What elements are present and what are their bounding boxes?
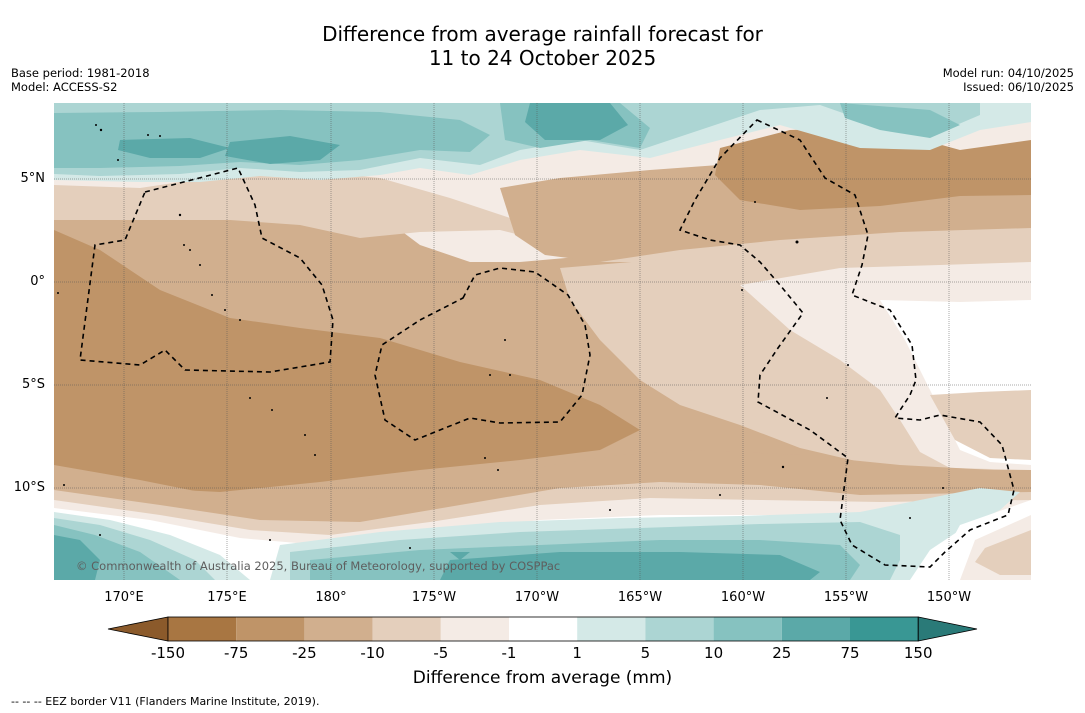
copyright-notice: © Commonwealth of Australia 2025, Bureau…: [76, 559, 561, 573]
field-north-wet-6: [118, 138, 230, 158]
y-tick-label: 0°: [30, 274, 45, 289]
colorbar-tick-label: -5: [433, 644, 449, 662]
colorbar-swatch: [509, 617, 578, 641]
issued-date: Issued: 06/10/2025: [963, 80, 1074, 94]
meta-right: Model run: 04/10/2025 Issued: 06/10/2025: [943, 66, 1074, 94]
colorbar-swatch: [850, 617, 919, 641]
y-tick-label: 5°N: [20, 171, 46, 186]
colorbar-tick-label: 1: [572, 644, 582, 662]
colorbar-swatch: [372, 617, 441, 641]
y-tick-label: 5°S: [21, 377, 45, 392]
field-dry-core: [54, 230, 640, 492]
eez-borders: [79, 119, 1015, 568]
field-north-wet-5: [840, 103, 960, 138]
x-tick-label: 150°W: [926, 590, 972, 605]
eez-footnote: -- -- -- EEZ border V11 (Flanders Marine…: [11, 695, 320, 708]
field-north-wet-7: [225, 136, 340, 164]
colorbar-swatch: [304, 617, 373, 641]
colorbar-arrow-high: [917, 616, 978, 642]
meta-left: Base period: 1981-2018 Model: ACCESS-S2: [11, 66, 150, 94]
field-south-wet-9: [450, 552, 470, 560]
colorbar-arrow-low: [107, 616, 169, 642]
y-tick-label: 10°S: [13, 480, 45, 495]
x-tick-label: 160°W: [720, 590, 766, 605]
colorbar-tick-label: -75: [223, 644, 249, 662]
field-south-wet-8: [440, 552, 820, 580]
colorbar: [107, 616, 978, 642]
field-north-wet-8: [525, 103, 628, 140]
x-tick-label: 170°W: [514, 590, 560, 605]
x-tick-label: 180°: [315, 590, 347, 605]
colorbar-swatch: [440, 617, 509, 641]
colorbar-tick-label: 75: [840, 644, 860, 662]
field-light-southeast: [930, 390, 1031, 460]
base-period: Base period: 1981-2018: [11, 66, 150, 80]
x-tick-label: 175°E: [207, 590, 247, 605]
colorbar-tick-label: -25: [292, 644, 317, 662]
model-name: Model: ACCESS-S2: [11, 80, 118, 94]
eez-line-islands: [678, 119, 1015, 568]
colorbar-tick-label: -150: [150, 644, 186, 662]
colorbar-swatch: [645, 617, 714, 641]
colorbar-tick-label: 150: [903, 644, 933, 662]
x-tick-label: 155°W: [823, 590, 869, 605]
field-southeast-light: [975, 530, 1031, 575]
islands: [57, 124, 944, 549]
colorbar-swatch: [236, 617, 305, 641]
title-line-1: Difference from average rainfall forecas…: [322, 22, 763, 46]
model-run: Model run: 04/10/2025: [942, 66, 1074, 80]
colorbar-tick-label: -1: [501, 644, 517, 662]
map-area[interactable]: [54, 103, 1031, 580]
colorbar-tick-label: -10: [360, 644, 385, 662]
colorbar-tick-label: 25: [772, 644, 792, 662]
colorbar-tick-label: 10: [704, 644, 724, 662]
field-south-wet-7: [54, 535, 100, 580]
x-tick-label: 175°W: [411, 590, 457, 605]
colorbar-swatch: [781, 617, 850, 641]
colorbar-title: Difference from average (mm): [412, 668, 673, 688]
title-line-2: 11 to 24 October 2025: [428, 46, 657, 70]
eez-kiribati-gilbert: [79, 167, 334, 373]
field-north-dark: [715, 128, 1031, 210]
eez-phoenix: [374, 267, 591, 441]
colorbar-swatch: [577, 617, 646, 641]
colorbar-outline: [167, 616, 919, 642]
x-tick-label: 170°E: [104, 590, 144, 605]
colorbar-swatch: [168, 617, 237, 641]
x-tick-label: 165°W: [617, 590, 663, 605]
colorbar-tick-label: 5: [640, 644, 651, 662]
colorbar-swatch: [713, 617, 782, 641]
